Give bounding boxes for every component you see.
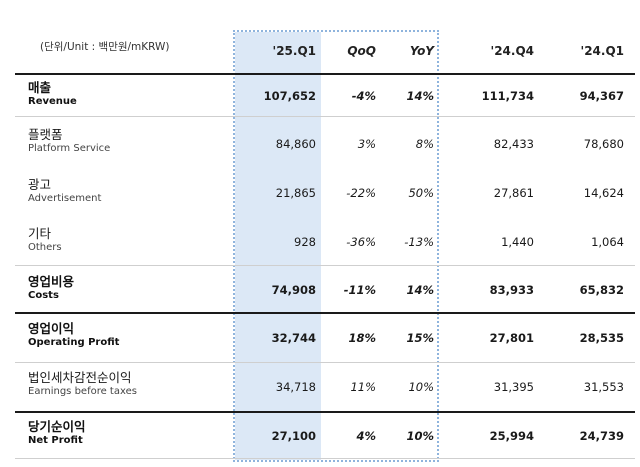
cell: 10% <box>406 429 434 443</box>
cell: 74,908 <box>271 283 316 297</box>
cell: 50% <box>408 186 434 200</box>
row-label-costs: 영업비용 Costs <box>28 274 75 301</box>
cell: 82,433 <box>493 137 534 151</box>
row-label-platform: 플랫폼 Platform Service <box>28 127 111 154</box>
header-qoq: QoQ <box>347 44 376 58</box>
row-divider <box>15 116 635 117</box>
cell: 18% <box>348 331 376 345</box>
header-24q4: '24.Q4 <box>490 44 534 58</box>
cell: 15% <box>406 331 434 345</box>
cell: 94,367 <box>579 89 624 103</box>
header-yoy: YoY <box>409 44 434 58</box>
cell: 1,064 <box>591 235 624 249</box>
row-divider <box>15 265 635 266</box>
row-label-net-profit: 당기순이익 Net Profit <box>28 419 86 446</box>
cell: 928 <box>294 235 316 249</box>
cell: 27,801 <box>489 331 534 345</box>
cell: 25,994 <box>489 429 534 443</box>
cell: -36% <box>346 235 376 249</box>
cell: -11% <box>343 283 376 297</box>
header-24q1: '24.Q1 <box>580 44 624 58</box>
cell: 14,624 <box>583 186 624 200</box>
cell: 78,680 <box>583 137 624 151</box>
header-25q1: '25.Q1 <box>272 44 316 58</box>
cell: 1,440 <box>501 235 534 249</box>
row-divider <box>15 362 635 363</box>
cell: 24,739 <box>579 429 624 443</box>
cell: 3% <box>357 137 376 151</box>
cell: 31,395 <box>493 380 534 394</box>
cell: -13% <box>404 235 434 249</box>
cell: 14% <box>406 283 434 297</box>
row-divider <box>15 312 635 314</box>
cell: 32,744 <box>271 331 316 345</box>
cell: 34,718 <box>275 380 316 394</box>
cell: 21,865 <box>275 186 316 200</box>
cell: 14% <box>406 89 434 103</box>
cell: -4% <box>351 89 376 103</box>
cell: 107,652 <box>263 89 316 103</box>
row-divider <box>15 411 635 413</box>
cell: 28,535 <box>579 331 624 345</box>
current-quarter-dotted-frame <box>233 30 439 462</box>
cell: 8% <box>415 137 434 151</box>
row-label-others: 기타 Others <box>28 226 62 253</box>
cell: -22% <box>346 186 376 200</box>
cell: 83,933 <box>489 283 534 297</box>
row-label-revenue: 매출 Revenue <box>28 80 77 107</box>
unit-label: (단위/Unit : 백만원/mKRW) <box>40 41 170 53</box>
cell: 27,100 <box>271 429 316 443</box>
row-label-advertisement: 광고 Advertisement <box>28 177 102 204</box>
cell: 11% <box>350 380 376 394</box>
row-label-earnings-before-taxes: 법인세차감전순이익 Earnings before taxes <box>28 370 137 397</box>
cell: 65,832 <box>579 283 624 297</box>
cell: 111,734 <box>481 89 534 103</box>
cell: 84,860 <box>275 137 316 151</box>
cell: 31,553 <box>583 380 624 394</box>
row-divider <box>15 458 635 459</box>
row-label-operating-profit: 영업이익 Operating Profit <box>28 321 120 348</box>
cell: 4% <box>356 429 376 443</box>
cell: 27,861 <box>493 186 534 200</box>
current-quarter-highlight <box>235 32 321 460</box>
header-divider <box>15 73 635 75</box>
cell: 10% <box>408 380 434 394</box>
